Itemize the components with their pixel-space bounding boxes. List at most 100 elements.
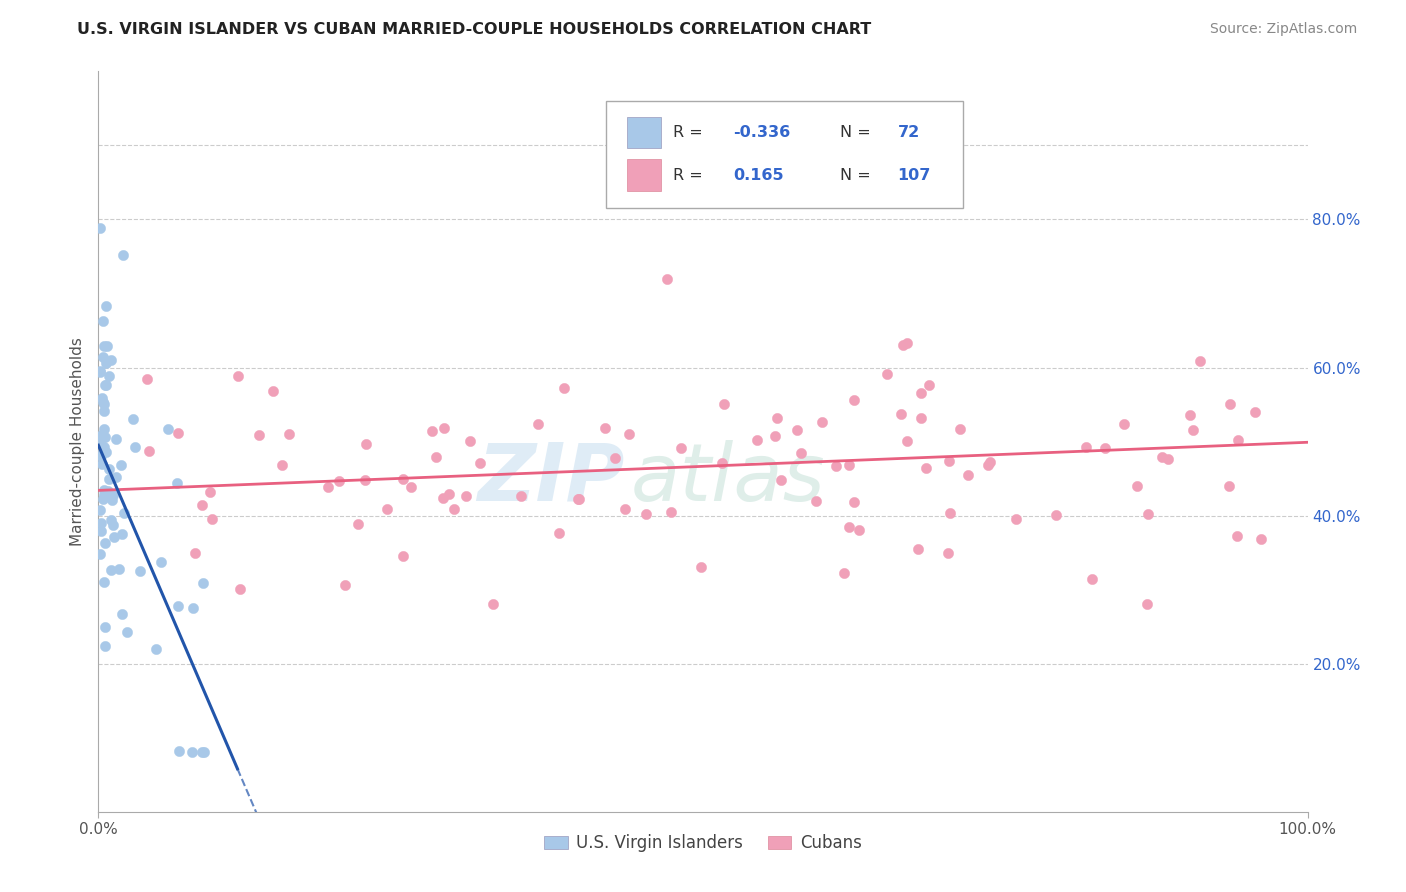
Point <box>117 624 139 639</box>
Point <box>527 417 550 432</box>
Point <box>938 454 960 468</box>
Y-axis label: Married-couple Households: Married-couple Households <box>70 337 86 546</box>
Point <box>263 384 285 399</box>
Point <box>93 422 115 436</box>
Text: U.S. VIRGIN ISLANDER VS CUBAN MARRIED-COUPLE HOUSEHOLDS CORRELATION CHART: U.S. VIRGIN ISLANDER VS CUBAN MARRIED-CO… <box>77 22 872 37</box>
Point <box>1219 397 1241 411</box>
Point <box>105 469 128 483</box>
Point <box>458 434 481 449</box>
Point <box>190 498 212 512</box>
Point <box>93 397 115 411</box>
Point <box>790 446 813 460</box>
Point <box>614 502 637 516</box>
Point <box>167 425 190 440</box>
Point <box>605 450 627 465</box>
Point <box>432 491 454 505</box>
Point <box>375 501 398 516</box>
Point <box>1218 479 1240 493</box>
Point <box>94 378 117 392</box>
Point <box>316 480 339 494</box>
Point <box>567 492 589 507</box>
Point <box>354 437 377 451</box>
Point <box>509 489 531 503</box>
Point <box>93 377 115 392</box>
Point <box>94 639 117 653</box>
Point <box>122 412 145 426</box>
Point <box>181 601 204 615</box>
Point <box>347 516 370 531</box>
Point <box>93 483 115 497</box>
Point <box>91 491 114 506</box>
Point <box>876 367 898 381</box>
Point <box>89 429 111 443</box>
Point <box>1094 441 1116 455</box>
Text: 72: 72 <box>897 125 920 140</box>
Point <box>278 426 301 441</box>
Point <box>763 429 786 443</box>
Point <box>896 335 918 350</box>
Point <box>454 489 477 503</box>
Point <box>842 393 865 408</box>
Point <box>100 353 122 368</box>
Point <box>226 369 249 384</box>
Point <box>91 350 114 364</box>
Point <box>713 397 735 411</box>
Point <box>553 381 575 395</box>
Point <box>914 461 936 475</box>
Point <box>124 440 146 454</box>
Point <box>1074 440 1097 454</box>
Point <box>420 424 443 438</box>
Point <box>93 338 115 352</box>
Text: 107: 107 <box>897 168 931 183</box>
Point <box>1152 450 1174 465</box>
Point <box>392 471 415 485</box>
Point <box>957 467 980 482</box>
Point <box>832 566 855 580</box>
Text: atlas: atlas <box>630 440 825 517</box>
Point <box>191 746 214 760</box>
Text: R =: R = <box>673 168 703 183</box>
Point <box>94 536 117 550</box>
Point <box>939 506 962 520</box>
Text: R =: R = <box>673 125 703 140</box>
Point <box>825 458 848 473</box>
Point <box>617 426 640 441</box>
Point <box>93 488 115 502</box>
Point <box>891 337 914 351</box>
Point <box>949 421 972 435</box>
Point <box>443 502 465 516</box>
Point <box>1135 598 1157 612</box>
Point <box>770 473 793 487</box>
Point <box>94 299 117 313</box>
Point <box>936 545 959 559</box>
Point <box>91 314 114 328</box>
Point <box>634 507 657 521</box>
Point <box>745 433 768 447</box>
Point <box>201 511 224 525</box>
Point <box>979 455 1001 469</box>
Point <box>976 458 998 472</box>
Point <box>94 356 117 370</box>
Point <box>425 450 447 465</box>
Point <box>89 364 111 378</box>
Point <box>100 563 122 577</box>
Point <box>1182 423 1205 437</box>
Point <box>1126 479 1149 493</box>
Text: ZIP: ZIP <box>477 440 624 517</box>
Point <box>1005 512 1028 526</box>
Point <box>548 526 571 541</box>
Point <box>91 445 114 459</box>
Point <box>90 428 112 442</box>
Point <box>247 427 270 442</box>
Point <box>89 547 111 561</box>
Point <box>907 542 929 557</box>
Point <box>98 462 121 476</box>
Point <box>111 526 134 541</box>
Point <box>1178 408 1201 422</box>
Point <box>804 494 827 508</box>
Point <box>659 505 682 519</box>
Point <box>103 530 125 544</box>
Point <box>842 494 865 508</box>
Bar <box>627 160 661 191</box>
Point <box>848 523 870 537</box>
